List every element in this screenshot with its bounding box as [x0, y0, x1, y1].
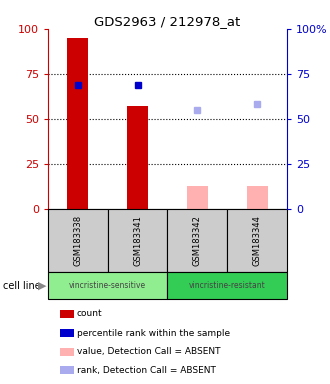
Bar	[187, 185, 208, 209]
Title: GDS2963 / 212978_at: GDS2963 / 212978_at	[94, 15, 241, 28]
Text: value, Detection Call = ABSENT: value, Detection Call = ABSENT	[77, 347, 220, 356]
Text: GSM183341: GSM183341	[133, 215, 142, 266]
Text: GSM183338: GSM183338	[73, 215, 82, 266]
Text: count: count	[77, 309, 102, 318]
Bar	[247, 185, 268, 209]
Bar	[60, 366, 74, 374]
Bar	[108, 209, 167, 272]
Bar	[60, 348, 74, 356]
Text: rank, Detection Call = ABSENT: rank, Detection Call = ABSENT	[77, 366, 215, 375]
Bar	[67, 38, 88, 209]
Bar	[48, 272, 168, 299]
Bar	[168, 209, 227, 272]
Text: GSM183344: GSM183344	[253, 215, 262, 266]
Text: cell line: cell line	[3, 281, 41, 291]
Text: vincristine-resistant: vincristine-resistant	[189, 281, 266, 290]
Text: percentile rank within the sample: percentile rank within the sample	[77, 329, 230, 338]
Text: ▶: ▶	[38, 281, 47, 291]
Bar	[60, 310, 74, 318]
Bar	[127, 106, 148, 209]
Text: GSM183342: GSM183342	[193, 215, 202, 266]
Bar	[227, 209, 287, 272]
Bar	[48, 209, 108, 272]
Bar	[168, 272, 287, 299]
Bar	[60, 329, 74, 337]
Text: vincristine-sensitive: vincristine-sensitive	[69, 281, 146, 290]
